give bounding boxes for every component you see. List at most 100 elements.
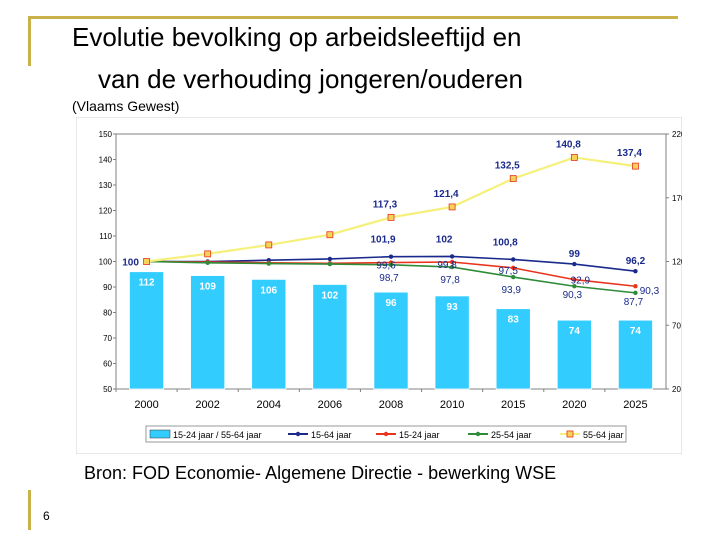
series-value-label: 100 xyxy=(122,258,139,269)
series-value-label: 97,5 xyxy=(498,266,518,277)
y-right-tick-label: 220 xyxy=(672,130,682,139)
series-value-label: 92,9 xyxy=(571,276,591,287)
series-point xyxy=(572,284,577,289)
bar xyxy=(312,284,348,390)
slide-subtitle: (Vlaams Gewest) xyxy=(72,98,180,114)
bar-value-label: 74 xyxy=(569,326,581,337)
bar xyxy=(617,319,653,390)
decor-top-line xyxy=(28,16,678,19)
legend-label: 15-24 jaar / 55-64 jaar xyxy=(173,430,262,440)
bar-value-label: 109 xyxy=(199,282,216,293)
series-point xyxy=(633,284,638,289)
series-point xyxy=(387,213,395,221)
y-right-tick-label: 120 xyxy=(672,258,682,267)
legend-label: 55-64 jaar xyxy=(583,430,624,440)
series-value-label: 99,8 xyxy=(437,260,457,271)
y-left-tick-label: 60 xyxy=(103,360,112,369)
series-point xyxy=(570,154,578,161)
y-left-tick-label: 90 xyxy=(103,283,112,292)
series-value-label: 90,3 xyxy=(640,286,660,297)
series-value-label: 140,8 xyxy=(556,139,581,150)
x-tick-label: 2000 xyxy=(134,399,158,411)
y-left-tick-label: 130 xyxy=(99,181,113,190)
bar xyxy=(434,295,470,390)
decor-left-line xyxy=(28,16,31,66)
x-tick-label: 2010 xyxy=(440,399,464,411)
y-right-tick-label: 70 xyxy=(672,321,681,330)
bar-value-label: 106 xyxy=(260,285,277,296)
series-point xyxy=(449,259,455,265)
series-point xyxy=(388,262,394,268)
x-tick-label: 2008 xyxy=(379,399,403,411)
series-point xyxy=(633,268,638,274)
legend-marker xyxy=(475,431,481,437)
legend-marker xyxy=(566,430,574,438)
series-value-label: 87,7 xyxy=(624,297,644,308)
y-left-tick-label: 70 xyxy=(103,334,112,343)
series-point xyxy=(448,203,456,211)
series-point xyxy=(509,175,517,183)
series-point xyxy=(143,258,150,265)
series-value-label: 97,8 xyxy=(440,275,460,286)
series-point xyxy=(511,274,516,280)
bar xyxy=(373,291,409,390)
x-tick-label: 2004 xyxy=(257,399,281,411)
bar-value-label: 102 xyxy=(322,290,339,301)
series-point xyxy=(266,261,271,266)
slide-title-line1: Evolutie bevolking op arbeidsleeftijd en xyxy=(72,22,522,52)
series-value-label: 117,3 xyxy=(373,199,398,210)
series-point xyxy=(449,264,455,270)
legend-marker xyxy=(295,431,301,437)
bar-value-label: 83 xyxy=(508,315,520,326)
series-point xyxy=(511,257,516,262)
x-tick-label: 2002 xyxy=(195,399,219,411)
series-point xyxy=(449,254,455,259)
series-value-label: 98,7 xyxy=(379,273,399,284)
page-number: 6 xyxy=(43,509,50,523)
series-value-label: 121,4 xyxy=(434,189,459,200)
series-value-label: 137,4 xyxy=(617,148,642,159)
series-value-label: 132,5 xyxy=(495,161,520,172)
series-point xyxy=(327,256,333,262)
y-left-tick-label: 150 xyxy=(99,130,113,139)
y-left-tick-label: 50 xyxy=(103,385,112,394)
series-point xyxy=(633,290,638,296)
x-tick-label: 2025 xyxy=(623,399,647,411)
series-point xyxy=(326,231,334,239)
y-left-tick-label: 80 xyxy=(103,309,112,318)
bar xyxy=(129,271,165,390)
y-left-tick-label: 100 xyxy=(99,258,113,267)
slide-title-line2: van de verhouding jongeren/ouderen xyxy=(98,64,524,94)
bar-value-label: 112 xyxy=(138,278,155,289)
bar xyxy=(556,319,592,390)
legend-label: 25-54 jaar xyxy=(491,430,532,440)
y-right-tick-label: 20 xyxy=(672,385,681,394)
series-value-label: 100,8 xyxy=(493,237,518,248)
series-value-label: 96,2 xyxy=(626,256,646,267)
y-left-tick-label: 110 xyxy=(99,232,112,241)
series-point xyxy=(572,261,577,267)
bar-value-label: 96 xyxy=(385,298,397,309)
series-point xyxy=(632,162,639,170)
source-note: Bron: FOD Economie- Algemene Directie - … xyxy=(84,463,557,483)
bar xyxy=(190,275,226,390)
chart: 50 60 70 80 90 100 110 120 130 140 150 20 70 120 170 22… xyxy=(75,116,686,455)
x-tick-label: 2020 xyxy=(562,399,586,411)
legend-marker xyxy=(383,431,389,437)
series-point xyxy=(204,250,212,258)
series-value-label: 101,9 xyxy=(370,235,395,246)
legend-swatch xyxy=(149,429,171,439)
series-point xyxy=(511,265,516,271)
series-point xyxy=(327,261,333,267)
legend-label: 15-24 jaar xyxy=(399,430,440,440)
series-value-label: 93,9 xyxy=(501,285,521,296)
bar xyxy=(495,308,531,390)
y-left-tick-label: 120 xyxy=(99,207,113,216)
bar xyxy=(251,278,287,390)
decor-left-bottom-line xyxy=(28,490,31,530)
legend-label: 15-64 jaar xyxy=(311,430,352,440)
bar-value-label: 93 xyxy=(447,302,459,313)
series-value-label: 102 xyxy=(436,234,453,245)
series-value-label: 99,6 xyxy=(376,261,396,272)
series-value-label: 90,3 xyxy=(563,290,583,301)
